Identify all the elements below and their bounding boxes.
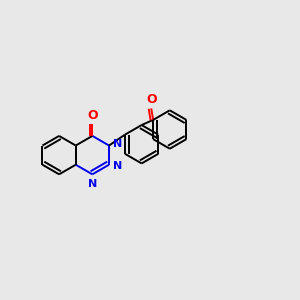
Text: O: O bbox=[146, 93, 157, 106]
Text: N: N bbox=[113, 139, 122, 149]
Text: N: N bbox=[88, 179, 97, 189]
Text: O: O bbox=[87, 109, 98, 122]
Text: N: N bbox=[113, 161, 122, 171]
